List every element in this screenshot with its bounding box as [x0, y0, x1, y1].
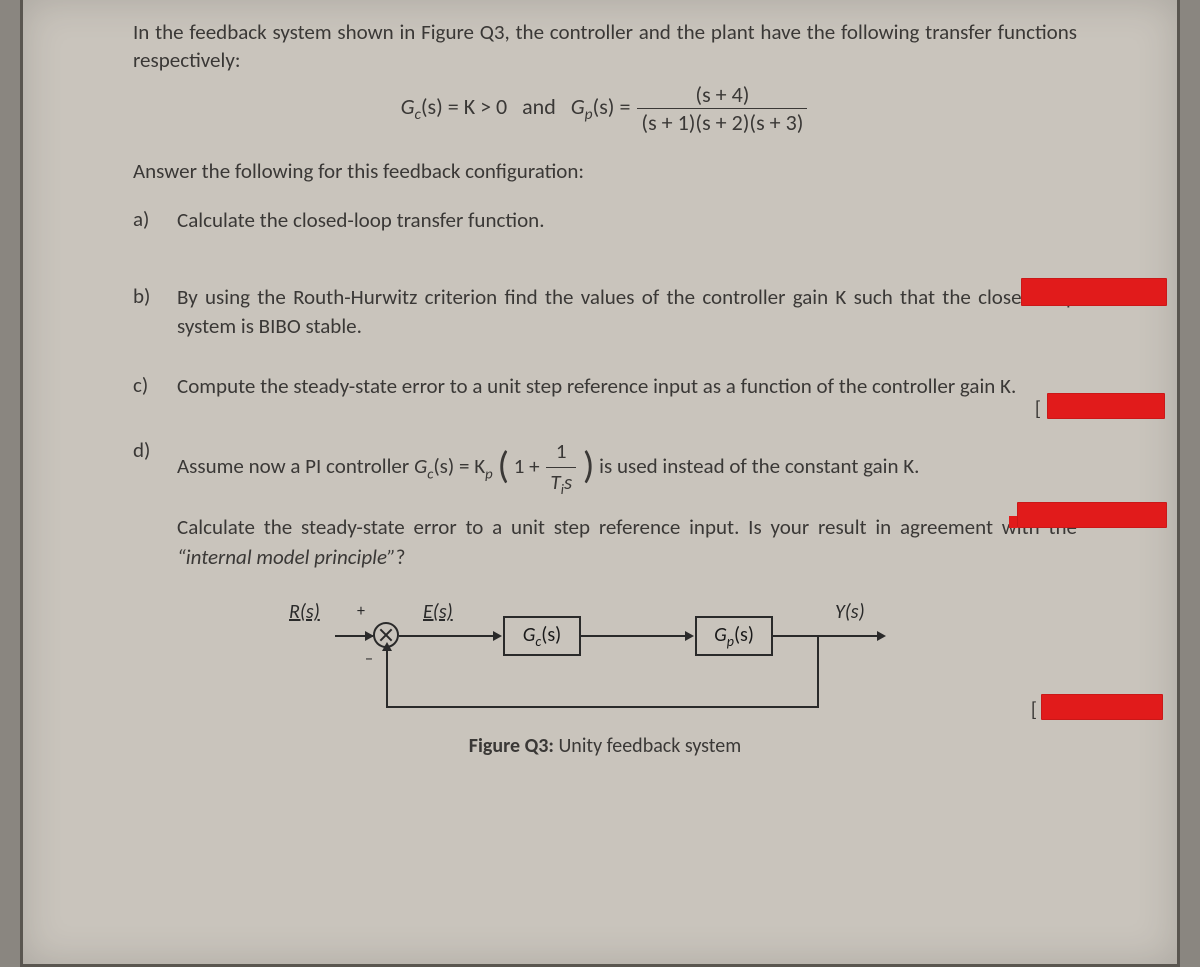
- redaction-a: [1021, 278, 1167, 306]
- wire-feedback-up: [386, 648, 388, 708]
- bracket-b: [: [1035, 397, 1041, 421]
- gp-equals: (s) =: [593, 92, 631, 119]
- sum-minus: −: [365, 650, 373, 669]
- signal-r-label: R(s): [289, 600, 320, 624]
- question-c-label: c): [133, 372, 159, 401]
- question-d-pre: Assume now a PI controller: [177, 453, 414, 479]
- gp-fraction: (s + 4) (s + 1)(s + 2)(s + 3): [637, 81, 807, 136]
- gp-numerator: (s + 4): [637, 81, 807, 108]
- redaction-c: [1017, 502, 1167, 528]
- redaction-d: [1041, 694, 1163, 720]
- gc-expression: (s) = K > 0: [421, 92, 507, 119]
- signal-e-label: E(s): [423, 600, 453, 624]
- question-b-text: By using the Routh-Hurwitz criterion fin…: [177, 283, 1077, 342]
- plant-block: Gp(s): [695, 616, 773, 656]
- question-b-label: b): [133, 283, 159, 342]
- d-frac-num: 1: [546, 437, 576, 466]
- wire-feedback-h: [386, 706, 819, 708]
- figure-caption: Figure Q3: Unity feedback system: [133, 734, 1077, 758]
- question-d-post: is used instead of the constant gain K.: [599, 453, 919, 479]
- arrowhead-icon: [493, 631, 502, 641]
- question-a: a) Calculate the closed-loop transfer fu…: [133, 206, 1077, 235]
- d-gc-symbol: G: [414, 453, 427, 479]
- question-a-text: Calculate the closed-loop transfer funct…: [177, 206, 1077, 235]
- arrowhead-icon: [877, 631, 886, 641]
- wire-feedback-down: [817, 635, 819, 706]
- question-d-label: d): [133, 437, 159, 572]
- figure-caption-text: Unity feedback system: [554, 734, 741, 758]
- left-paren-icon: (: [497, 447, 509, 485]
- question-d-line2b: ?: [396, 544, 406, 570]
- question-c: c) Compute the steady-state error to a u…: [133, 372, 1077, 401]
- gc-symbol: G: [401, 92, 415, 119]
- wire-y: [773, 635, 883, 637]
- document-page: In the feedback system shown in Figure Q…: [20, 0, 1180, 967]
- internal-model-principle: “internal model principle”: [177, 544, 396, 570]
- controller-block: Gc(s): [503, 616, 581, 656]
- and-word: and: [522, 92, 556, 119]
- question-d-line2a: Calculate the steady-state error to a un…: [177, 514, 1077, 540]
- d-one-plus: 1 +: [514, 453, 540, 479]
- transfer-function-equation: Gc(s) = K > 0 and Gp(s) = (s + 4) (s + 1…: [133, 81, 1077, 136]
- d-frac-den: Tis: [546, 467, 576, 500]
- d-kp-sub: p: [485, 465, 493, 483]
- intro-paragraph: In the feedback system shown in Figure Q…: [133, 18, 1077, 75]
- figure-caption-bold: Figure Q3:: [469, 734, 554, 758]
- question-b: b) By using the Routh-Hurwitz criterion …: [133, 283, 1077, 342]
- bracket-d: [: [1031, 698, 1037, 722]
- gp-denominator: (s + 1)(s + 2)(s + 3): [637, 108, 807, 136]
- signal-y-label: Y(s): [835, 600, 865, 624]
- arrowhead-icon: [685, 631, 694, 641]
- wire-gc-gp: [581, 635, 691, 637]
- gp-symbol: G: [571, 92, 585, 119]
- gp-subscript: p: [585, 105, 593, 124]
- arrowhead-up-icon: [382, 642, 392, 651]
- redaction-b: [1047, 393, 1165, 419]
- wire-e: [399, 635, 499, 637]
- d-pi-fraction: 1 Tis: [546, 437, 576, 499]
- question-a-label: a): [133, 206, 159, 235]
- question-d-text: Assume now a PI controller Gc(s) = Kp ( …: [177, 437, 1077, 572]
- question-d: d) Assume now a PI controller Gc(s) = Kp…: [133, 437, 1077, 572]
- sum-plus: +: [357, 602, 365, 621]
- question-c-text: Compute the steady-state error to a unit…: [177, 372, 1077, 401]
- answer-prompt: Answer the following for this feedback c…: [133, 158, 1077, 184]
- d-gc-arg: (s) = K: [433, 453, 485, 479]
- right-paren-icon: ): [583, 447, 595, 485]
- block-diagram: R(s) + − E(s) Gc(s) Gp(s) Y(s): [295, 610, 915, 720]
